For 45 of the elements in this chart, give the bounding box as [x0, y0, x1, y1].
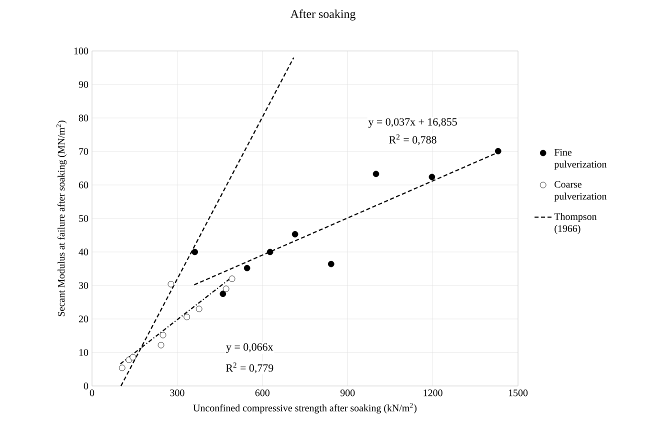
x-tick-label: 900	[340, 390, 355, 396]
legend-label: Thompson (1966)	[554, 212, 597, 234]
point	[228, 276, 236, 282]
point	[196, 306, 202, 312]
y-tick-label: 60	[78, 182, 88, 188]
point	[118, 364, 126, 372]
x-tick-label: 0	[90, 390, 94, 396]
y-axis-title: Secant Modulus at failure after soaking (MN/m$^{2}$)	[56, 120, 67, 316]
point	[372, 170, 380, 178]
point	[168, 280, 174, 288]
legend-label: Fine pulverization	[554, 148, 607, 170]
annotation: y = 0,066x	[226, 343, 274, 353]
y-tick-label: 10	[79, 349, 88, 356]
annotation: R$^{2}$ = 0,788	[389, 134, 436, 146]
point	[184, 314, 190, 320]
y-tick-label: 100	[74, 48, 88, 54]
x-axis-title: Unconfined compressive strength after soaking (kN/m$^{2}$)	[193, 403, 417, 414]
point	[494, 148, 502, 154]
y-tick-label: 50	[79, 215, 88, 222]
point	[292, 231, 298, 238]
y-tick-label: 20	[78, 316, 88, 322]
point	[222, 286, 230, 292]
point	[266, 248, 274, 256]
point	[220, 290, 226, 298]
point	[244, 264, 250, 272]
point	[328, 260, 334, 268]
x-tick-label: 1500	[508, 390, 528, 396]
point	[192, 248, 198, 256]
y-tick-label: 40	[78, 248, 88, 256]
x-tick-label: 600	[255, 390, 270, 396]
point	[130, 354, 136, 360]
annotation: R$^{2}$ = 0,779	[226, 362, 274, 374]
annotation: y = 0,037x + 16,855	[368, 118, 457, 128]
point	[428, 174, 436, 180]
y-tick-label: 70	[79, 148, 88, 155]
y-tick-label: 30	[79, 282, 88, 289]
y-tick-label: 0	[84, 382, 88, 390]
legend-label: Coarse pulverization	[554, 180, 607, 202]
chart-title: After soaking	[290, 10, 356, 21]
point	[158, 342, 164, 348]
x-tick-label: 300	[170, 390, 184, 396]
y-tick-label: 90	[78, 81, 88, 88]
y-tick-label: 80	[78, 114, 88, 122]
x-tick-label: 1200	[424, 390, 442, 396]
point	[160, 332, 166, 338]
